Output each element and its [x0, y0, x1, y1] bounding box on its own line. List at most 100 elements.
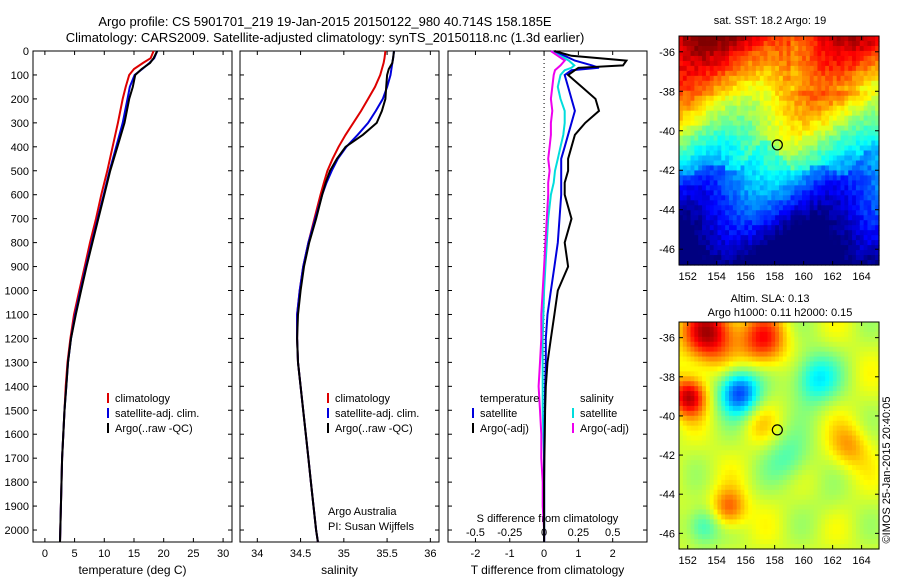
sst-map-cell — [855, 145, 861, 152]
sla-map-cell — [798, 519, 803, 525]
sla-map-cell — [859, 366, 865, 372]
sst-map-cell — [725, 70, 730, 77]
sst-map-cell — [867, 250, 872, 256]
sst-map-cell — [705, 120, 711, 127]
sst-map-cell — [852, 195, 857, 201]
sla-map-cell — [736, 529, 742, 535]
sst-map-cell — [844, 235, 849, 241]
sla-map-cell — [855, 450, 861, 456]
sst-map-cell — [794, 185, 799, 191]
sla-map-cell — [790, 341, 795, 348]
sla-map-cell — [709, 519, 715, 525]
sst-map-cell — [732, 210, 738, 216]
sst-map-cell — [855, 250, 861, 256]
sst-map-cell — [844, 80, 849, 87]
sla-map-cell — [786, 470, 792, 476]
sst-map-cell — [709, 235, 715, 241]
sla-map-cell — [755, 539, 761, 545]
sla-map-cell — [802, 341, 807, 348]
sst-map-cell — [859, 110, 865, 117]
sst-map-cell — [767, 145, 772, 152]
sla-map-cell — [679, 544, 684, 550]
sla-map-cell — [779, 331, 784, 338]
sst-map-cell — [702, 145, 707, 152]
sst-map-cell — [852, 115, 857, 122]
sla-map-cell — [752, 539, 757, 545]
sst-map-cell — [844, 220, 849, 226]
sst-map-cell — [736, 230, 742, 236]
sst-map-cell — [744, 45, 749, 52]
sla-map-cell — [859, 465, 865, 471]
sst-map-cell — [798, 180, 803, 186]
sla-map-cell — [798, 425, 803, 432]
sst-map-cell — [867, 45, 872, 52]
sst-map-cell — [752, 100, 757, 107]
sst-map-cell — [694, 225, 699, 231]
sst-map-x-tick-label: 160 — [794, 271, 812, 283]
sst-map-cell — [809, 85, 815, 92]
sst-map-cell — [682, 260, 688, 266]
sst-map-cell — [709, 230, 715, 236]
sla-map-cell — [798, 534, 803, 540]
sla-map-cell — [782, 391, 788, 397]
sst-map-cell — [702, 165, 707, 172]
sst-map-cell — [740, 250, 745, 256]
sst-map-cell — [771, 200, 776, 206]
sst-map-cell — [713, 55, 719, 62]
temperature-x-tick-label: 30 — [217, 548, 229, 560]
sla-map-cell — [702, 405, 707, 412]
sst-map-cell — [844, 55, 849, 62]
sla-map-cell — [744, 539, 749, 545]
sla-map-cell — [748, 435, 753, 442]
sla-map-cell — [717, 524, 722, 530]
sla-map-cell — [855, 361, 861, 368]
sst-map-cell — [813, 110, 819, 117]
sst-map-cell — [748, 65, 753, 72]
sla-map-cell — [809, 465, 815, 471]
sla-map-cell — [771, 405, 776, 412]
sla-map-cell — [725, 336, 730, 343]
sst-map-cell — [821, 200, 826, 206]
sst-map-cell — [852, 225, 857, 231]
sst-map-cell — [821, 40, 826, 47]
sst-map-cell — [794, 80, 799, 87]
sla-map-cell — [717, 470, 722, 476]
sst-map-cell — [790, 45, 795, 52]
sla-map-cell — [705, 479, 711, 486]
sst-map-cell — [782, 70, 788, 77]
sla-map-cell — [859, 519, 865, 525]
sla-map-cell — [802, 450, 807, 456]
sla-map-cell — [848, 470, 853, 476]
sst-map-cell — [694, 55, 699, 62]
sla-map-cell — [771, 396, 776, 402]
sla-map-cell — [809, 524, 815, 530]
sla-map-cell — [679, 391, 684, 397]
sla-map-cell — [694, 336, 699, 343]
sla-map-cell — [694, 519, 699, 525]
sla-map-cell — [694, 415, 699, 422]
sla-map-cell — [709, 460, 715, 466]
sst-map-cell — [825, 180, 830, 186]
sla-map-cell — [752, 430, 757, 437]
sst-map-cell — [755, 250, 761, 256]
sst-map-cell — [740, 95, 745, 102]
sst-map-cell — [686, 230, 692, 236]
sst-map-cell — [702, 45, 707, 52]
sst-map-cell — [698, 85, 703, 92]
sla-map-cell — [736, 479, 742, 486]
sla-map-cell — [805, 460, 811, 466]
sla-map-cell — [744, 322, 749, 328]
sla-map-cell — [832, 509, 838, 516]
sst-map-cell — [805, 45, 811, 52]
sla-map-cell — [867, 371, 872, 377]
sst-map-cell — [821, 50, 826, 57]
sst-map-cell — [705, 165, 711, 172]
sst-map-cell — [859, 40, 865, 47]
sla-map-cell — [721, 514, 726, 520]
sst-map-cell — [755, 210, 761, 216]
sla-map-cell — [713, 430, 719, 437]
sla-map-cell — [859, 410, 865, 417]
sst-map-cell — [752, 60, 757, 67]
sla-map-cell — [763, 322, 769, 328]
sst-map-cell — [679, 185, 684, 191]
